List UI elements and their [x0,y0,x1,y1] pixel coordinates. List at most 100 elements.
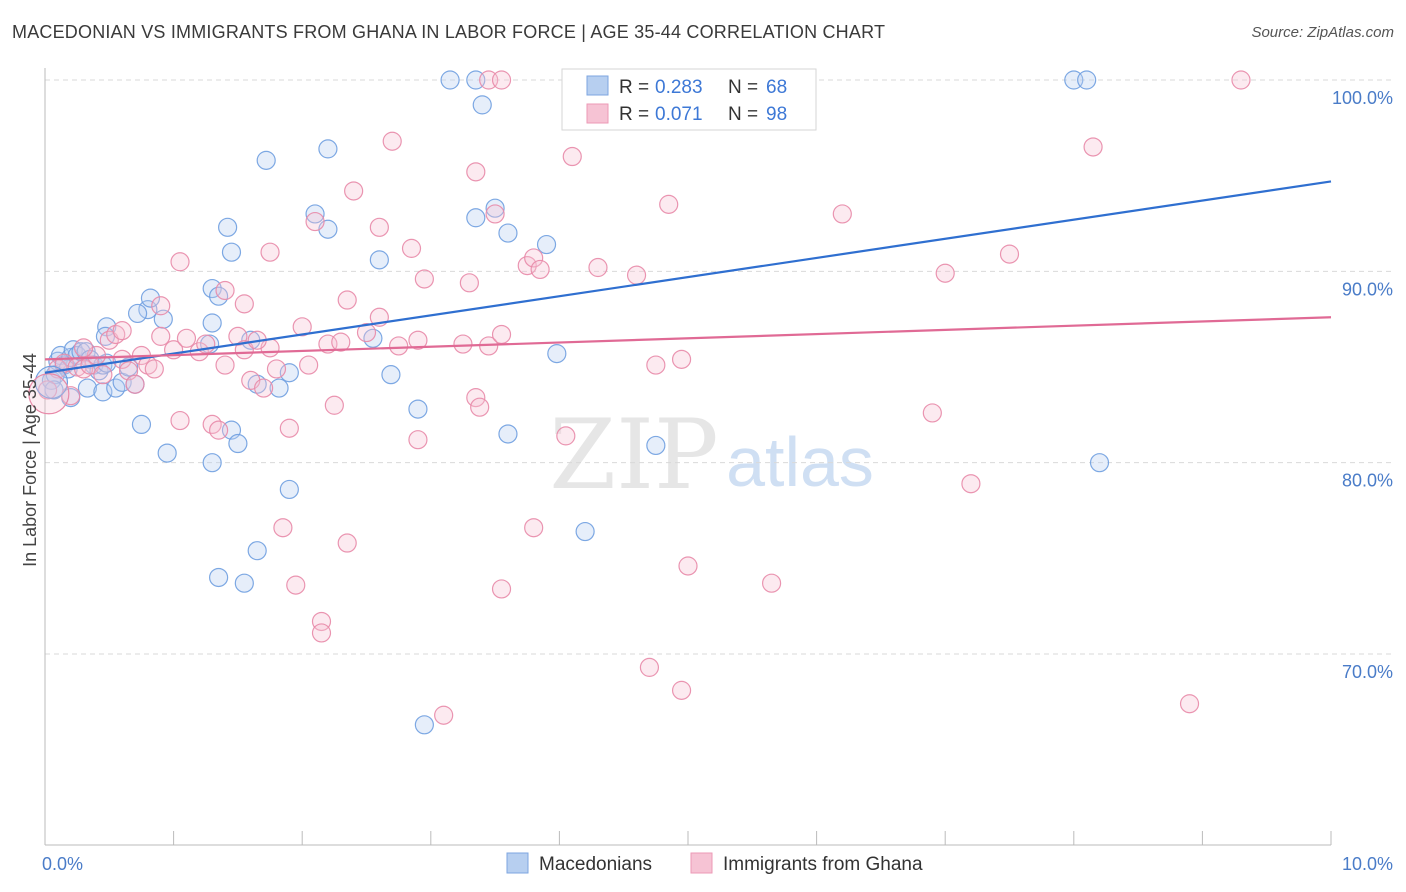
point-ghana [311,623,332,643]
point-macedonians [318,139,338,159]
legend-r-label-blue: R = [619,77,649,98]
point-ghana [260,242,280,262]
point-macedonians [131,414,152,434]
point-ghana [1083,137,1103,157]
legend-r-value-pink: 0.071 [655,104,703,125]
point-ghana [215,355,235,375]
point-ghana [961,474,981,494]
point-ghana [176,328,197,348]
point-macedonians [77,378,98,398]
point-ghana [356,322,377,343]
point-ghana [273,518,293,538]
legend-n-value-pink: 98 [766,104,787,125]
watermark: ZIP atlas [549,399,874,511]
x-tick-label-max: 10.0% [1342,854,1393,874]
point-macedonians [414,715,434,735]
point-ghana [408,430,428,450]
y-tick-label: 80.0% [1342,471,1393,491]
point-ghana [639,657,660,677]
point-ghana [491,70,512,90]
legend-swatch-pink [586,103,609,124]
point-ghana [832,204,852,224]
point-ghana [382,131,402,151]
point-ghana [530,259,550,280]
point-ghana [369,217,389,237]
point-ghana [401,238,422,258]
stats-legend: R = 0.283 N = 68 R = 0.071 N = 98 [561,68,817,131]
point-ghana [470,397,490,417]
point-macedonians [93,382,113,402]
point-ghana [324,395,344,415]
point-ghana [292,317,312,337]
point-ghana [1179,694,1200,714]
legend-r-label-pink: R = [619,104,649,125]
point-ghana [144,359,164,379]
gridlines [45,79,1391,655]
point-ghana [408,330,428,350]
watermark-atlas: atlas [726,423,874,501]
source-credit: Source: ZipAtlas.com [1251,24,1394,41]
legend-label-macedonians: Macedonians [539,854,652,875]
trend-line-ghana [44,316,1332,361]
point-ghana [337,290,357,310]
watermark-zip: ZIP [549,399,718,511]
point-ghana [299,355,319,375]
point-ghana [588,257,608,278]
point-ghana [761,573,782,593]
point-macedonians [269,378,289,398]
point-ghana [646,355,666,375]
legend-r-value-blue: 0.283 [655,77,703,98]
point-macedonians [279,479,299,500]
point-ghana [73,338,94,358]
point-ghana [305,211,325,232]
legend-label-ghana: Immigrants from Ghana [723,854,923,875]
point-ghana [659,194,679,214]
point-ghana [61,386,81,406]
point-ghana [491,579,512,599]
point-ghana [254,378,274,398]
point-ghana [414,269,434,289]
point-ghana [215,280,235,301]
point-ghana [671,349,692,369]
legend-swatch-ghana [690,852,713,874]
point-macedonians [140,288,161,308]
point-ghana [170,410,190,431]
chart-title: MACEDONIAN VS IMMIGRANTS FROM GHANA IN L… [12,22,886,42]
point-macedonians [305,204,325,224]
point-ghana [234,294,254,314]
point-macedonians [381,365,401,385]
point-ghana [466,388,486,408]
trend-lines [44,180,1332,374]
point-ghana [491,324,512,345]
point-ghana [524,248,544,268]
point-ghana [517,255,537,276]
point-macedonians [646,435,666,456]
point-ghana [626,265,647,285]
point-ghana [170,252,190,272]
point-ghana [556,426,576,446]
point-macedonians [127,303,148,324]
point-macedonians [228,433,248,454]
y-tick-label: 100.0% [1332,88,1393,108]
point-macedonians [138,300,158,320]
legend-n-value-blue: 68 [766,77,787,98]
y-tick-label: 90.0% [1342,279,1393,299]
point-ghana [389,336,409,356]
point-ghana-cluster [28,373,70,415]
point-ghana [112,321,132,341]
point-macedonians [157,443,177,463]
point-macedonians [1077,70,1097,90]
point-ghana [466,162,486,182]
point-macedonians [547,344,567,364]
trend-line-macedonians [44,180,1332,374]
series-legend: Macedonians Immigrants from Ghana [506,852,923,875]
point-ghana [524,518,544,538]
point-macedonians [221,242,242,262]
point-ghana [151,326,171,346]
point-ghana [999,244,1020,264]
tick-labels: 70.0% 80.0% 90.0% 100.0% 0.0% 10.0% [42,88,1393,874]
y-tick-label: 70.0% [1342,662,1393,682]
x-tick-label-min: 0.0% [42,854,83,874]
point-ghana [37,380,58,400]
